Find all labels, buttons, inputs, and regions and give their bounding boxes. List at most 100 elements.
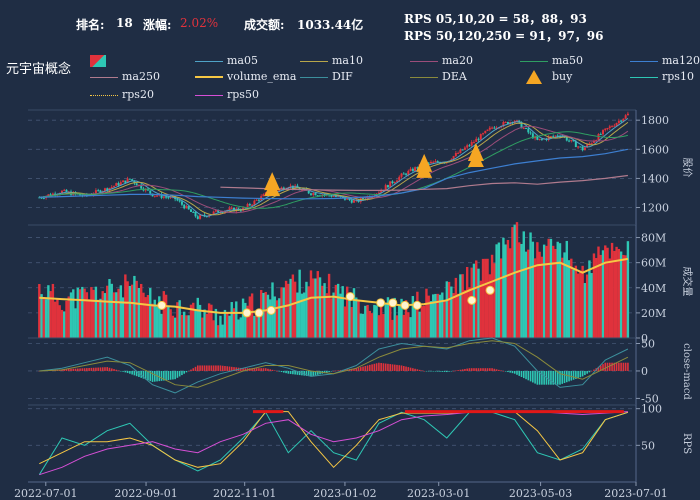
candle	[346, 198, 349, 200]
candle	[176, 199, 179, 201]
macd-histogram-bar	[258, 368, 260, 371]
candle	[520, 122, 523, 129]
macd-histogram-bar	[194, 366, 197, 371]
candle	[559, 136, 561, 138]
legend-label: ma05	[227, 54, 258, 67]
macd-histogram-bar	[550, 370, 552, 385]
volume-bar	[416, 291, 419, 338]
volume-bar	[312, 278, 315, 338]
volume-bar	[452, 293, 455, 338]
macd-histogram-bar	[443, 370, 446, 372]
volume-bar	[275, 300, 279, 338]
volume-bar	[106, 285, 109, 338]
macd-histogram-bar	[230, 366, 233, 371]
legend-swatch	[520, 60, 548, 62]
rps50-line	[39, 410, 628, 476]
candle	[280, 187, 283, 189]
volume-bar	[135, 280, 138, 338]
rank-value: 18	[116, 16, 133, 30]
volume-bar	[87, 299, 91, 338]
volume-bar	[72, 289, 75, 338]
macd-histogram-bar	[554, 370, 557, 385]
macd-histogram-bar	[174, 370, 176, 380]
volume-bar	[244, 302, 247, 338]
volume-bar	[576, 273, 580, 338]
macd-histogram-bar	[468, 368, 471, 371]
candle	[613, 125, 616, 127]
macd-histogram-bar	[138, 370, 140, 377]
macd-histogram-bar	[414, 368, 416, 371]
macd-histogram-bar	[547, 370, 550, 385]
legend-label: ma120	[662, 54, 700, 67]
legend-label: DIF	[332, 70, 353, 83]
candle	[187, 206, 190, 210]
volume-bar	[78, 289, 82, 338]
volume-bar	[162, 291, 166, 338]
macd-histogram-bar	[584, 370, 586, 376]
macd-histogram-bar	[319, 370, 321, 375]
macd-histogram-bar	[561, 370, 564, 384]
macd-histogram-bar	[473, 368, 475, 371]
macd-histogram-bar	[359, 367, 362, 371]
volume-bar	[477, 268, 480, 338]
volume-bar	[56, 299, 59, 338]
volume-bar	[490, 254, 494, 338]
volume-bar	[58, 305, 61, 338]
volume-bar	[230, 302, 233, 338]
volume-bar	[504, 244, 507, 338]
macd-histogram-bar	[559, 370, 561, 385]
volume-bar	[527, 249, 530, 338]
macd-histogram-bar	[224, 366, 226, 371]
candle	[398, 176, 401, 181]
macd-histogram-bar	[337, 370, 339, 371]
candle	[103, 188, 106, 192]
macd-histogram-bar	[459, 369, 462, 371]
legend-label: ma250	[122, 70, 160, 83]
candle	[436, 161, 439, 163]
candle	[429, 161, 432, 164]
legend-label: ma50	[552, 54, 583, 67]
candle	[482, 133, 485, 135]
volume-bar	[269, 299, 272, 338]
volume-bar	[69, 292, 73, 338]
volume-bar	[524, 251, 528, 338]
volume-bar	[103, 293, 107, 338]
macd-histogram-bar	[90, 367, 93, 371]
volume-bar	[366, 304, 369, 338]
volume-bar	[343, 306, 347, 338]
volume-bar	[85, 292, 89, 338]
volume-bar	[370, 313, 374, 338]
volume-bar	[90, 287, 93, 338]
legend-item: DIF	[300, 70, 353, 83]
candle	[470, 142, 473, 146]
candle	[330, 195, 333, 197]
volume-bar	[153, 299, 156, 338]
candle	[307, 190, 310, 194]
volume-bar	[38, 284, 41, 338]
macd-histogram-bar	[405, 366, 407, 371]
volume-bar	[407, 312, 410, 338]
volume-bar	[454, 277, 458, 338]
volume-signal-dot	[254, 308, 264, 318]
candle	[60, 190, 63, 194]
volume-bar	[542, 244, 546, 338]
y-tick-label: 1200	[641, 202, 669, 215]
macd-histogram-bar	[525, 370, 527, 380]
volume-bar	[357, 301, 360, 338]
candle	[611, 126, 614, 128]
buy-marker	[264, 180, 281, 197]
candle	[350, 199, 353, 203]
macd-histogram-bar	[418, 369, 421, 371]
volume-bar	[151, 303, 154, 338]
volume-bar	[484, 258, 487, 338]
candle	[536, 136, 539, 140]
candle	[525, 127, 528, 129]
macd-histogram-bar	[289, 370, 292, 374]
candle	[468, 145, 471, 147]
y-axis-title: 成交量	[681, 267, 694, 297]
candle	[568, 140, 571, 142]
macd-histogram-bar	[72, 368, 75, 371]
macd-histogram-bar	[509, 370, 511, 373]
volume-bar	[149, 288, 152, 338]
macd-histogram-bar	[235, 367, 238, 371]
